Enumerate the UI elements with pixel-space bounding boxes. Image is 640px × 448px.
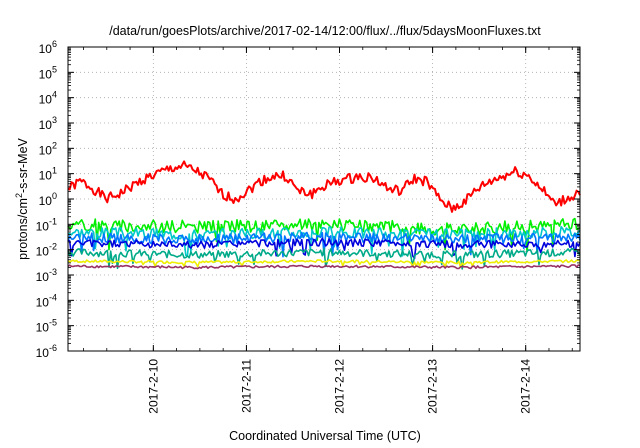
- series-line-2: [67, 217, 581, 253]
- y-tick-base: 10: [39, 118, 53, 132]
- y-tick-exponent: -6: [49, 343, 57, 353]
- y-tick-base: 10: [36, 321, 50, 335]
- y-tick-exponent: 1: [52, 166, 57, 176]
- y-tick-base: 10: [36, 270, 50, 284]
- y-tick-label: 10-4: [36, 292, 57, 309]
- series-line-5: [67, 237, 581, 260]
- y-tick-exponent: -2: [49, 242, 57, 252]
- y-tick-label: 105: [39, 64, 57, 81]
- y-tick-base: 10: [39, 42, 53, 56]
- y-axis-title-rest: -s-sr-MeV: [16, 137, 30, 193]
- x-axis-ticks: 2017-2-10 2017-2-11 2017-2-12 2017-2-13 2017…: [83, 47, 573, 414]
- y-tick-base: 10: [36, 245, 50, 259]
- series-line-8: [67, 264, 581, 270]
- y-tick-base: 10: [36, 346, 50, 360]
- y-tick-base: 10: [39, 194, 53, 208]
- y-tick-base: 10: [39, 93, 53, 107]
- series-line-3: [67, 226, 581, 257]
- y-tick-exponent: -3: [49, 267, 57, 277]
- y-tick-label: 10-1: [36, 216, 57, 233]
- series-line-1: [67, 160, 581, 213]
- x-tick-label: 2017-2-11: [239, 359, 253, 413]
- y-tick-label: 102: [39, 140, 57, 157]
- y-axis-ticks: 10-610-510-410-310-210-11001011021031041…: [36, 39, 580, 360]
- y-tick-base: 10: [39, 67, 53, 81]
- series-line-7: [67, 259, 581, 269]
- y-tick-base: 10: [36, 295, 50, 309]
- y-tick-label: 104: [39, 90, 57, 107]
- y-tick-label: 10-5: [36, 318, 57, 335]
- x-axis-title: Coordinated Universal Time (UTC): [229, 429, 421, 443]
- chart-title: /data/run/goesPlots/archive/2017-02-14/1…: [109, 24, 541, 38]
- y-tick-label: 10-3: [36, 267, 57, 284]
- y-tick-exponent: 6: [52, 39, 57, 49]
- y-axis-title: protons/cm2-s-sr-MeV: [14, 137, 30, 259]
- y-tick-exponent: 3: [52, 115, 57, 125]
- y-tick-exponent: 5: [52, 64, 57, 74]
- y-tick-base: 10: [39, 169, 53, 183]
- y-tick-exponent: -1: [49, 216, 57, 226]
- x-tick-label: 2017-2-14: [519, 359, 533, 414]
- y-tick-label: 10-2: [36, 242, 57, 259]
- x-tick-label: 2017-2-13: [426, 359, 440, 414]
- x-tick-label: 2017-2-10: [146, 359, 160, 414]
- y-tick-label: 100: [39, 191, 57, 208]
- y-tick-label: 101: [39, 166, 57, 183]
- series-layer: [67, 160, 581, 270]
- y-tick-base: 10: [39, 143, 53, 157]
- x-tick-label: 2017-2-12: [333, 359, 347, 414]
- y-axis-title-sup: 2: [14, 193, 24, 198]
- y-tick-base: 10: [36, 219, 50, 233]
- y-tick-exponent: 2: [52, 140, 57, 150]
- y-tick-exponent: -5: [49, 318, 57, 328]
- series-line-6: [67, 247, 581, 270]
- y-tick-label: 103: [39, 115, 57, 132]
- y-tick-label: 106: [39, 39, 57, 56]
- y-axis-title-base: protons/cm: [16, 198, 30, 260]
- grid-lines: [68, 47, 580, 351]
- y-tick-exponent: 4: [52, 90, 57, 100]
- y-tick-exponent: -4: [49, 292, 57, 302]
- y-tick-label: 10-6: [36, 343, 57, 360]
- y-tick-exponent: 0: [52, 191, 57, 201]
